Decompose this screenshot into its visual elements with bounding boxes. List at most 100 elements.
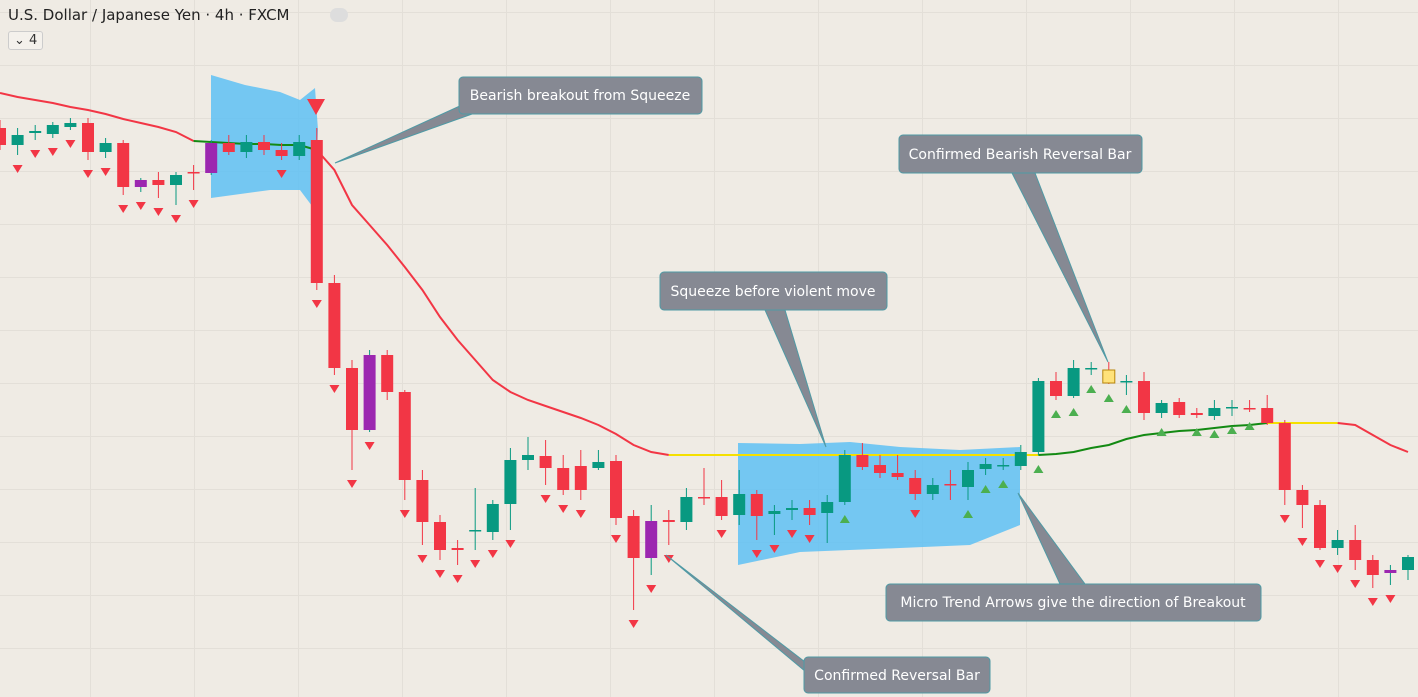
callout-box: [458, 76, 703, 115]
candle-body: [258, 142, 270, 150]
candle-body: [1349, 540, 1362, 560]
indicator-count: 4: [29, 33, 38, 48]
trend-arrow: [980, 485, 991, 493]
trend-arrow: [1332, 565, 1343, 573]
candle-body: [1120, 381, 1133, 383]
trend-arrow: [646, 585, 657, 593]
candle-body: [680, 497, 693, 522]
candle-body: [750, 494, 763, 516]
candle-body: [979, 464, 992, 469]
trend-arrow: [417, 555, 428, 563]
candle-body: [416, 480, 429, 522]
collapse-button[interactable]: [330, 8, 348, 22]
trend-arrow: [135, 202, 146, 210]
candle-body: [891, 473, 904, 477]
candle-body: [803, 508, 816, 515]
candle-body: [1032, 381, 1045, 452]
candle-body: [627, 516, 640, 558]
candle-body: [909, 478, 922, 494]
annotation: Bearish breakout from Squeeze: [470, 88, 690, 104]
candle-body: [222, 143, 235, 152]
trend-arrow: [963, 510, 973, 518]
candle-body: [1173, 402, 1186, 415]
candle-body: [310, 140, 323, 283]
candle-body: [1366, 560, 1379, 575]
candle-body: [99, 143, 112, 152]
candle-body: [275, 150, 288, 156]
trend-arrow: [1191, 428, 1202, 436]
trend-arrow: [1033, 465, 1044, 473]
candle-body: [1314, 505, 1326, 548]
callouts: [334, 76, 1262, 694]
candle-body: [117, 143, 130, 187]
candle-body: [856, 455, 869, 467]
candle-body: [1138, 381, 1150, 413]
candle-body: [187, 172, 200, 174]
candle-body: [451, 548, 464, 550]
trend-arrow: [1051, 410, 1061, 418]
candle-body: [240, 142, 253, 152]
candle-body: [46, 125, 59, 134]
candle-body: [134, 180, 147, 187]
callout-box: [803, 656, 991, 694]
trend-arrow: [1350, 580, 1361, 588]
trend-arrow: [611, 535, 621, 543]
candle-body: [469, 530, 482, 532]
callout-box: [659, 271, 888, 311]
candle-body: [1278, 423, 1291, 490]
candle-body: [1243, 408, 1256, 410]
trend-arrow: [1121, 405, 1132, 413]
callout-pointer: [1011, 172, 1109, 363]
candle-body: [768, 511, 781, 514]
candle-body: [874, 465, 886, 473]
candle-body: [398, 392, 411, 480]
squeeze-zone: [738, 442, 1020, 565]
callout-box: [898, 134, 1143, 174]
trend-arrow: [118, 205, 129, 213]
candle-body: [0, 128, 6, 145]
trend-arrow: [100, 168, 111, 176]
trend-arrow: [188, 200, 199, 208]
candle-body: [1384, 570, 1397, 573]
candle-body: [1331, 540, 1344, 548]
trend-arrow: [716, 530, 727, 538]
candle-body: [1014, 452, 1027, 466]
candle-body: [838, 455, 851, 502]
callout-box: [885, 583, 1262, 622]
candle-body: [170, 175, 182, 185]
trend-arrow: [65, 140, 76, 148]
candle-body: [346, 368, 358, 430]
trend-arrow: [663, 555, 674, 563]
callout-pointer: [334, 104, 473, 164]
trend-arrow: [1086, 385, 1097, 393]
trend-arrow: [435, 570, 445, 578]
callout-pointer: [665, 554, 819, 683]
trend-arrow: [12, 165, 23, 173]
trend-arrow: [276, 170, 287, 178]
breakout-arrow: [307, 99, 325, 115]
candle-body: [1050, 381, 1062, 396]
moving-average: [316, 149, 669, 456]
trend-arrow: [452, 575, 463, 583]
trend-arrow: [30, 150, 41, 158]
trend-arrow: [1227, 426, 1237, 434]
moving-average: [1038, 422, 1268, 456]
candle-body: [434, 522, 446, 550]
candle-body: [786, 508, 798, 510]
trend-arrow: [329, 385, 340, 393]
candle-body: [539, 456, 552, 468]
trend-arrow: [540, 495, 551, 503]
indicators-toggle[interactable]: ⌄ 4: [8, 31, 44, 50]
candle-body: [997, 465, 1010, 467]
candle-body: [1067, 368, 1080, 396]
candle-body: [557, 468, 570, 490]
trend-arrow: [347, 480, 357, 488]
candle-body: [328, 283, 341, 368]
candle-body: [486, 504, 499, 532]
annotation: Confirmed Reversal Bar: [814, 668, 980, 684]
candle-body: [1402, 557, 1414, 570]
candle-body: [1226, 407, 1238, 409]
annotation: Confirmed Bearish Reversal Bar: [909, 147, 1132, 163]
